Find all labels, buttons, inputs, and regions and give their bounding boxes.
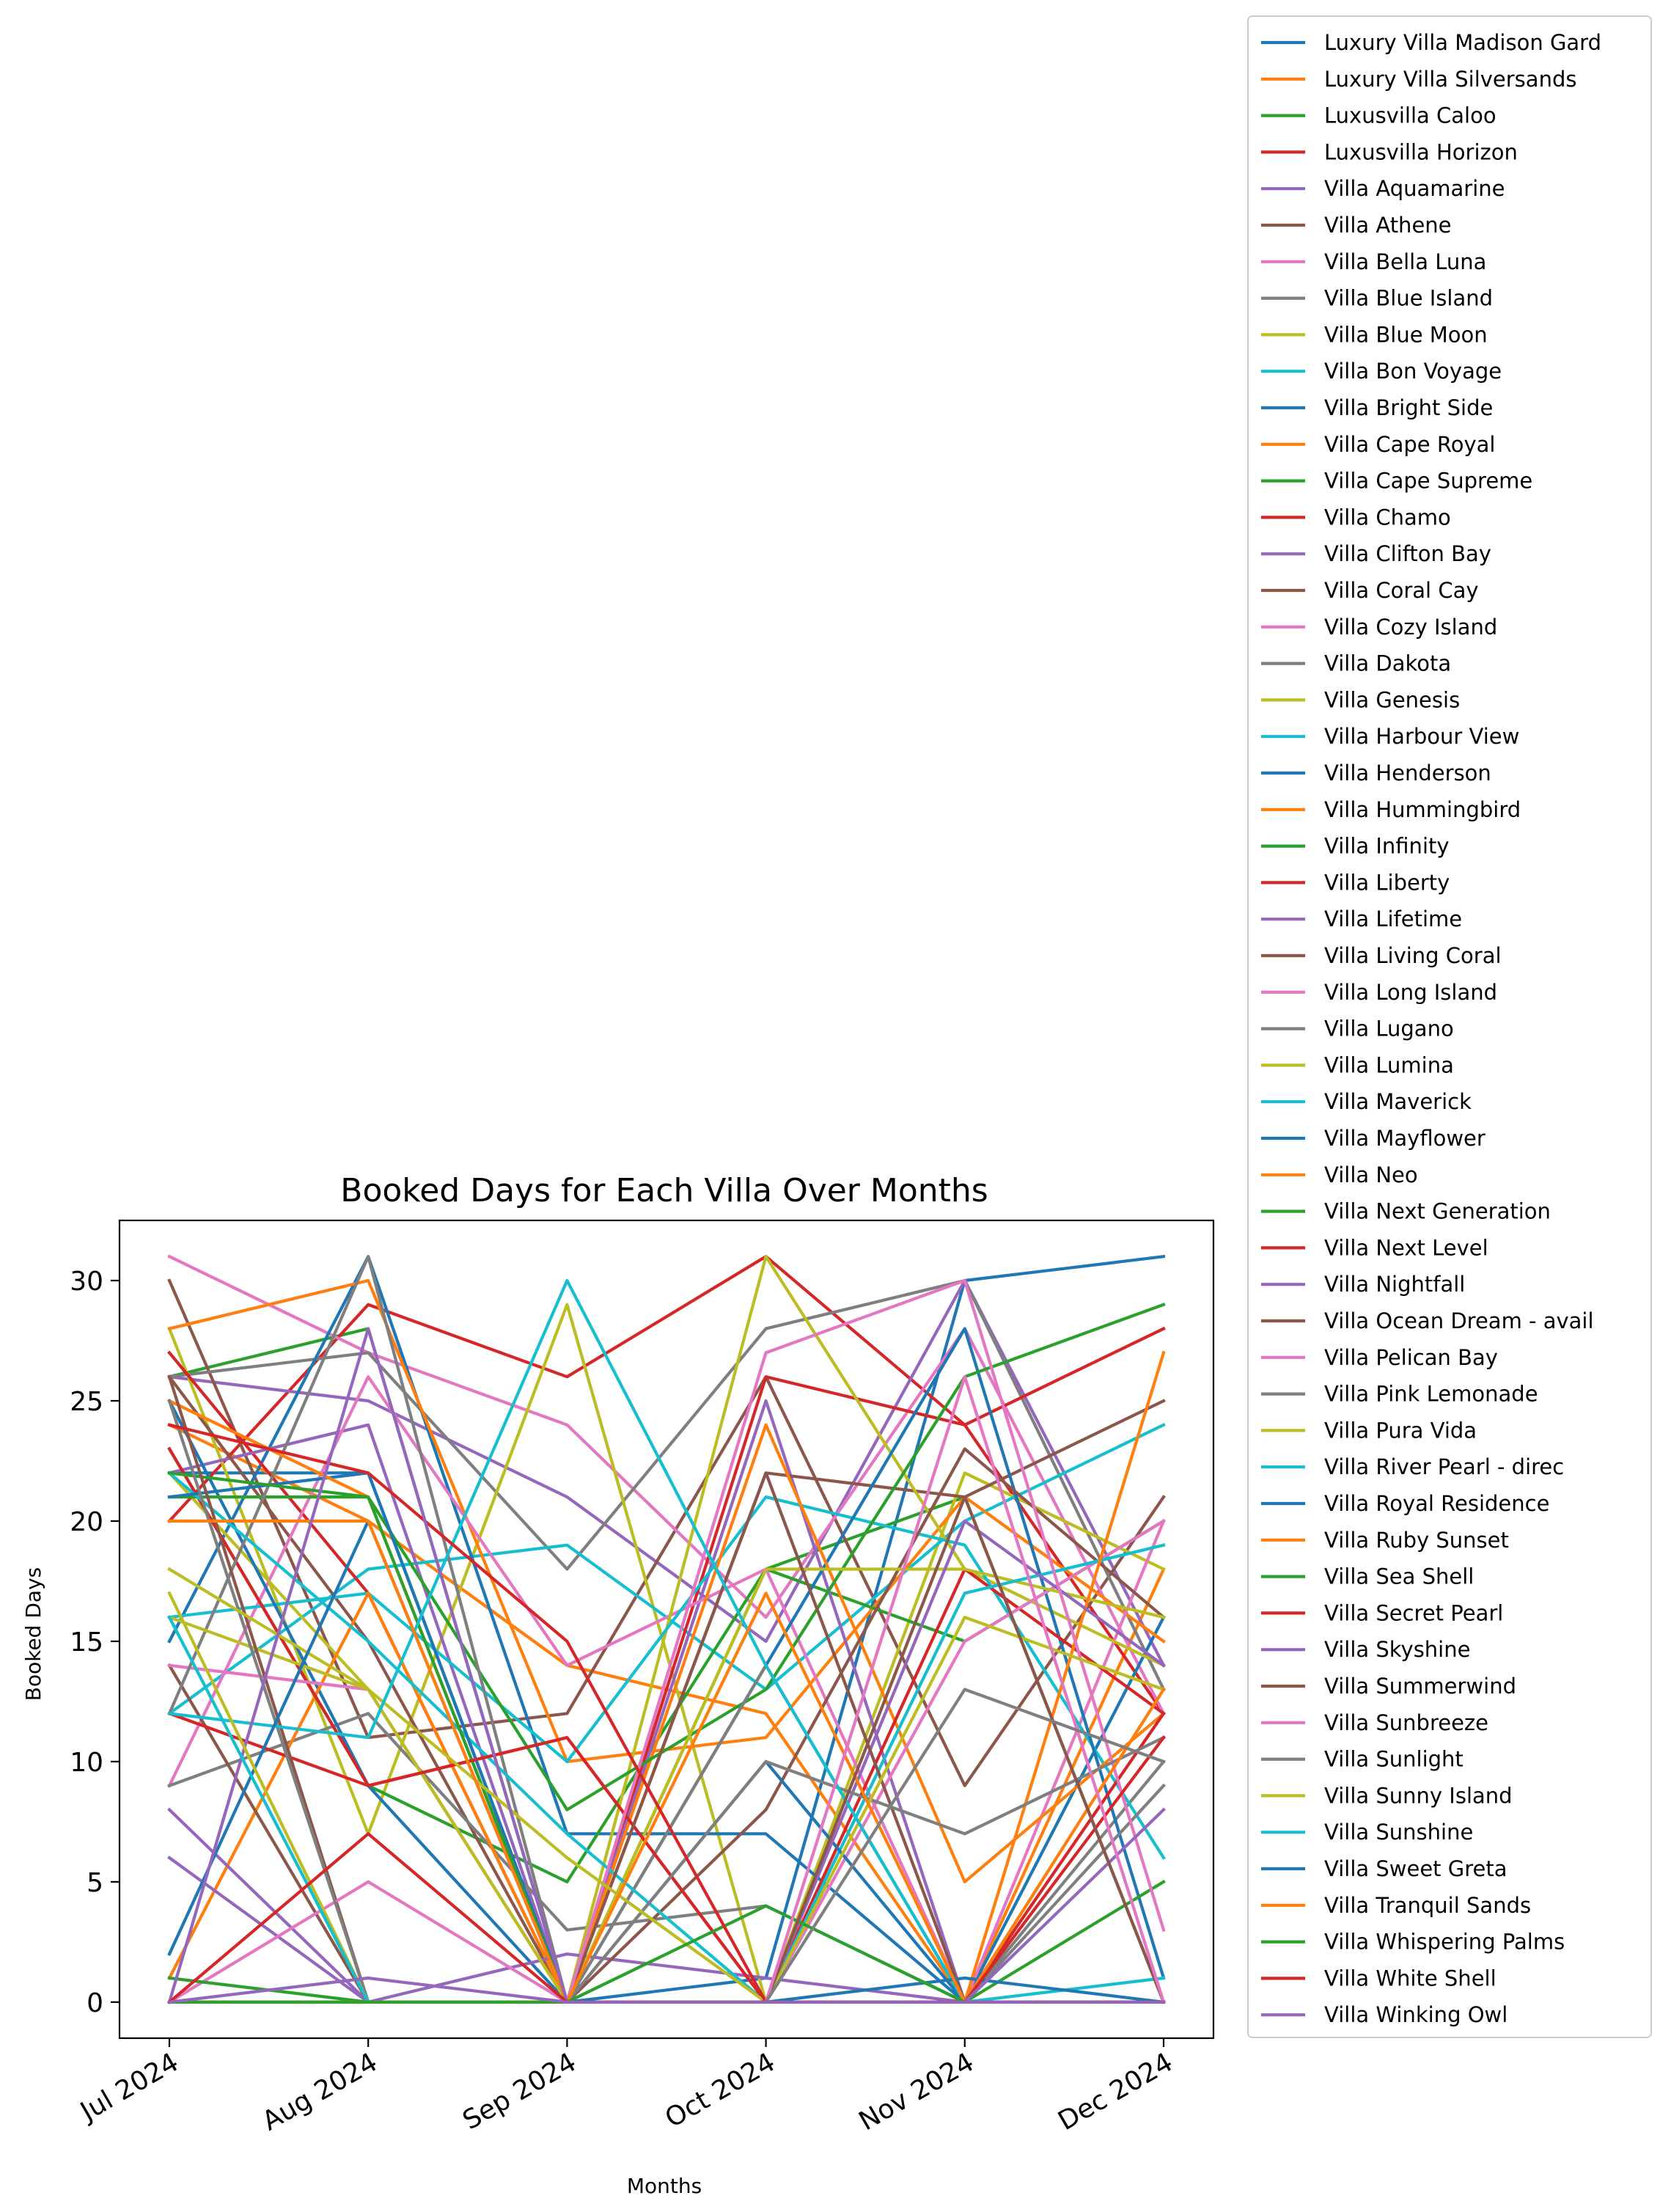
series-line: [167, 1326, 1166, 2004]
legend-entries: Luxury Villa Madison Gard Luxury Villa Si…: [1260, 30, 1601, 2027]
legend-label: Villa Long Island: [1324, 980, 1497, 1005]
legend-label: Villa Mayflower: [1324, 1126, 1485, 1151]
legend-label: Villa Royal Residence: [1324, 1491, 1549, 1516]
legend-label: Villa Liberty: [1324, 870, 1450, 895]
y-tick-label: 5: [87, 1868, 103, 1898]
legend-label: Villa Cozy Island: [1324, 615, 1497, 640]
series-line: [167, 1399, 1166, 2004]
legend-label: Luxury Villa Silversands: [1324, 67, 1576, 92]
series-line: [167, 1303, 1166, 1812]
series-line: [167, 1567, 1166, 2004]
series-line: [167, 1278, 1166, 2004]
legend-label: Villa Sunshine: [1324, 1820, 1473, 1845]
x-axis-label: Months: [627, 2174, 702, 2198]
legend-label: Villa Sunbreeze: [1324, 1710, 1488, 1735]
legend-label: Villa Lifetime: [1324, 907, 1462, 931]
legend-label: Villa White Shell: [1324, 1966, 1496, 1991]
y-axis-label: Booked Days: [21, 1567, 45, 1701]
legend-label: Villa Summerwind: [1324, 1674, 1516, 1699]
legend-label: Villa Aquamarine: [1324, 176, 1505, 201]
legend-label: Villa Whispering Palms: [1324, 1930, 1565, 1955]
legend-label: Villa Skyshine: [1324, 1637, 1470, 1662]
legend-label: Villa Sunny Island: [1324, 1783, 1513, 1808]
legend-label: Villa Pura Vida: [1324, 1418, 1477, 1443]
y-tick-label: 20: [70, 1507, 103, 1537]
legend: Luxury Villa Madison Gard Luxury Villa Si…: [1247, 15, 1652, 2038]
legend-label: Villa Sweet Greta: [1324, 1856, 1507, 1881]
legend-label: Villa Infinity: [1324, 834, 1450, 859]
legend-label: Villa Bright Side: [1324, 395, 1493, 420]
series-line: [167, 1495, 1166, 1860]
legend-label: Villa Bon Voyage: [1324, 359, 1502, 384]
legend-label: Villa Genesis: [1324, 687, 1460, 712]
legend-label: Villa Athene: [1324, 213, 1452, 238]
legend-label: Villa Chamo: [1324, 505, 1451, 530]
y-tick-label: 0: [87, 1988, 103, 2018]
series-line: [167, 1423, 1166, 2004]
legend-label: Villa Winking Owl: [1324, 2002, 1507, 2027]
series-line: [167, 1976, 1166, 2004]
legend-label: Villa Harbour View: [1324, 724, 1519, 749]
series-line: [167, 1423, 1166, 2004]
y-axis: 0 5 10 15 20 25 30: [70, 1267, 120, 2018]
legend-label: Villa Maverick: [1324, 1089, 1472, 1114]
y-tick-label: 30: [70, 1267, 103, 1297]
legend-label: Villa Lumina: [1324, 1052, 1454, 1077]
legend-label: Villa Coral Cay: [1324, 578, 1479, 603]
legend-label: Luxury Villa Madison Gard: [1324, 30, 1601, 55]
legend-label: Villa Next Generation: [1324, 1199, 1551, 1224]
legend-label: Luxusvilla Caloo: [1324, 103, 1496, 128]
series-line: [167, 1711, 1166, 2004]
y-tick-label: 10: [70, 1748, 103, 1778]
series-line: [167, 1255, 1166, 1716]
legend-label: Villa Cape Supreme: [1324, 469, 1532, 494]
legend-label: Villa Hummingbird: [1324, 797, 1521, 822]
legend-label: Villa Neo: [1324, 1162, 1418, 1187]
legend-label: Villa Dakota: [1324, 651, 1451, 676]
legend-label: Villa Secret Pearl: [1324, 1600, 1503, 1625]
plot-area-frame: [118, 1219, 1215, 2040]
legend-label: Villa River Pearl - direc: [1324, 1454, 1564, 1479]
legend-label: Villa Clifton Bay: [1324, 541, 1491, 566]
legend-label: Luxusvilla Horizon: [1324, 139, 1518, 164]
legend-label: Villa Ruby Sunset: [1324, 1528, 1509, 1553]
series-line: [167, 1278, 1166, 1668]
legend-label: Villa Ocean Dream - avail: [1324, 1308, 1594, 1333]
legend-label: Villa Cape Royal: [1324, 432, 1495, 457]
series-line: [167, 1278, 1166, 1787]
legend-label: Villa Living Coral: [1324, 943, 1502, 968]
chart-title: Booked Days for Each Villa Over Months: [340, 1172, 988, 1209]
legend-label: Villa Tranquil Sands: [1324, 1893, 1531, 1918]
legend-label: Villa Nightfall: [1324, 1272, 1465, 1297]
series-layer: [167, 1254, 1166, 2004]
legend-label: Villa Blue Moon: [1324, 322, 1488, 347]
legend-label: Villa Pink Lemonade: [1324, 1382, 1538, 1407]
legend-label: Villa Next Level: [1324, 1235, 1488, 1260]
legend-label: Villa Sunlight: [1324, 1747, 1463, 1772]
legend-label: Villa Bella Luna: [1324, 249, 1486, 274]
legend-label: Villa Lugano: [1324, 1017, 1454, 1041]
legend-frame: [1247, 15, 1652, 2038]
series-line: [167, 1254, 1166, 2004]
legend-label: Villa Blue Island: [1324, 286, 1493, 311]
series-line: [167, 1303, 1166, 2004]
series-line: [167, 1255, 1166, 2004]
legend-label: Villa Pelican Bay: [1324, 1345, 1498, 1370]
y-tick-label: 15: [70, 1627, 103, 1658]
series-line: [167, 1519, 1166, 2004]
legend-label: Villa Sea Shell: [1324, 1564, 1474, 1589]
legend-label: Villa Henderson: [1324, 761, 1491, 785]
series-line: [167, 1278, 1166, 1692]
y-tick-label: 25: [70, 1387, 103, 1417]
